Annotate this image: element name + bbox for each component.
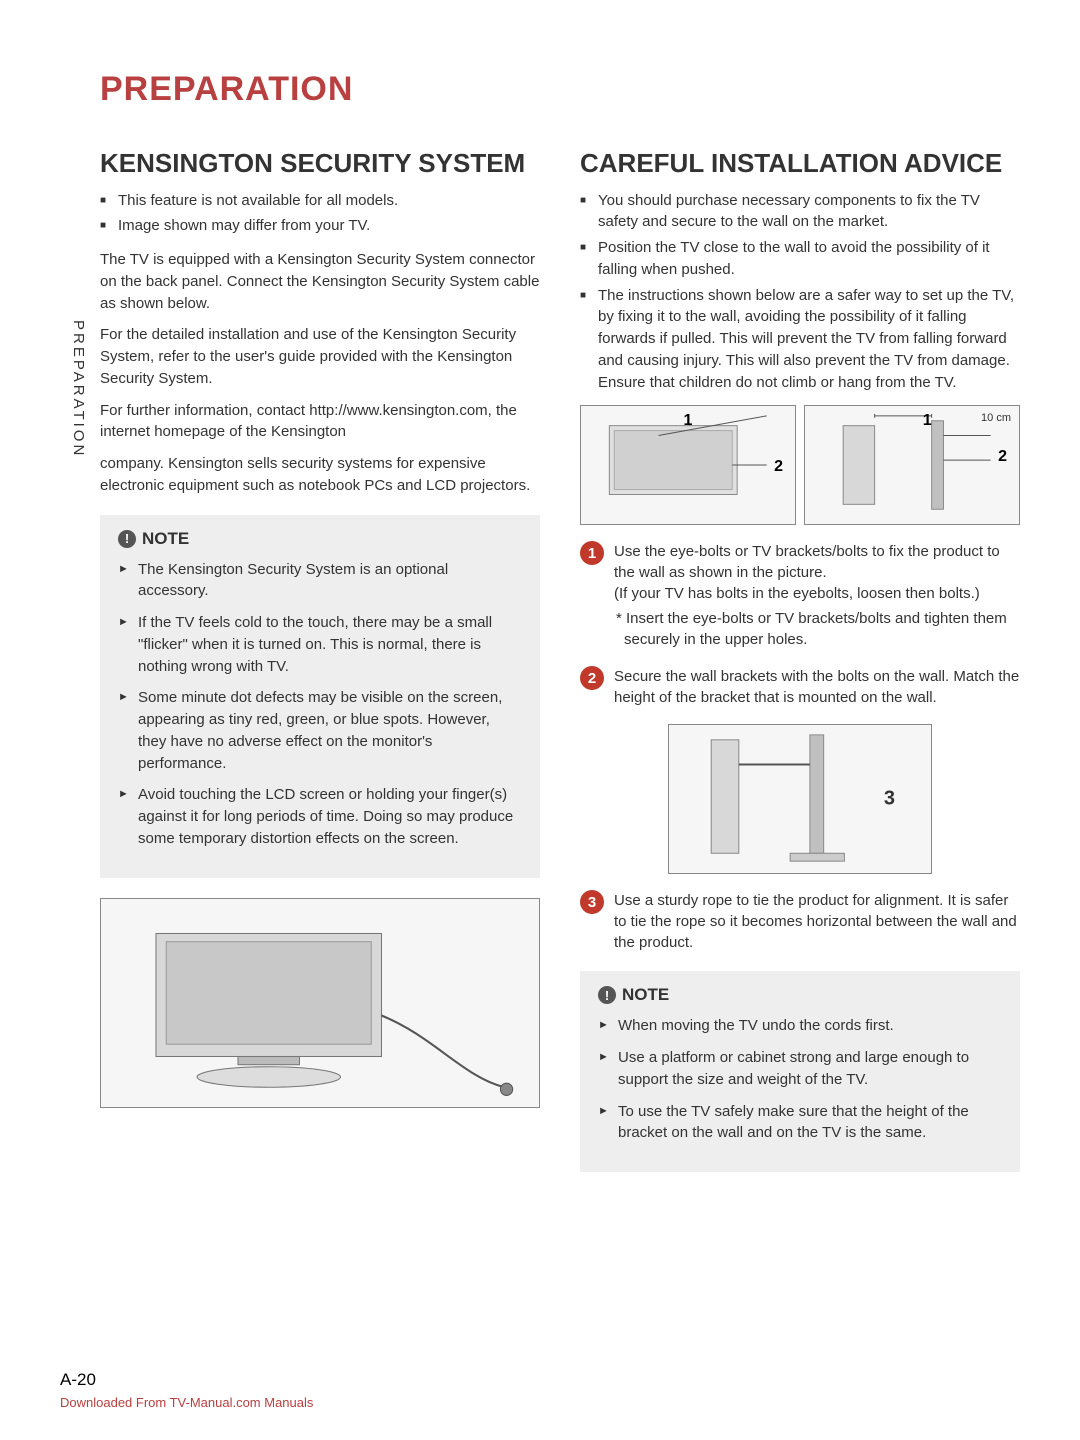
figure-side-tied: 3 bbox=[668, 724, 932, 874]
note-item: Some minute dot defects may be visible o… bbox=[118, 687, 522, 774]
footer-source: Downloaded From TV-Manual.com Manuals bbox=[60, 1395, 313, 1410]
step-1: 1 Use the eye-bolts or TV brackets/bolts… bbox=[580, 541, 1020, 650]
panel-rear-view: 1 2 bbox=[580, 405, 796, 525]
page-number: A-20 bbox=[60, 1370, 96, 1390]
note-box-right: ! NOTE When moving the TV undo the cords… bbox=[580, 971, 1020, 1172]
step-subnote: * Insert the eye-bolts or TV brackets/bo… bbox=[614, 608, 1020, 650]
callout-1: 1 bbox=[923, 412, 932, 430]
section-heading-install: CAREFUL INSTALLATION ADVICE bbox=[580, 149, 1020, 178]
note-item: Avoid touching the LCD screen or holding… bbox=[118, 784, 522, 849]
install-bullets: You should purchase necessary components… bbox=[580, 190, 1020, 394]
body-paragraph: company. Kensington sells security syste… bbox=[100, 453, 540, 497]
note-heading-text: NOTE bbox=[622, 985, 669, 1005]
body-paragraph: For further information, contact http://… bbox=[100, 400, 540, 444]
bullet-item: You should purchase necessary components… bbox=[580, 190, 1020, 234]
warning-icon: ! bbox=[118, 530, 136, 548]
bullet-item: Image shown may differ from your TV. bbox=[100, 215, 540, 237]
panel-side-view: 1 2 10 cm bbox=[804, 405, 1020, 525]
left-column: KENSINGTON SECURITY SYSTEM This feature … bbox=[100, 149, 540, 1172]
bullet-item: Position the TV close to the wall to avo… bbox=[580, 237, 1020, 281]
step-text: Use the eye-bolts or TV brackets/bolts t… bbox=[614, 541, 1020, 650]
note-list-left: The Kensington Security System is an opt… bbox=[118, 559, 522, 850]
step-line: (If your TV has bolts in the eyebolts, l… bbox=[614, 585, 980, 602]
warning-icon: ! bbox=[598, 986, 616, 1004]
note-heading-text: NOTE bbox=[142, 529, 189, 549]
callout-2: 2 bbox=[774, 458, 783, 476]
bullet-item: The instructions shown below are a safer… bbox=[580, 285, 1020, 394]
two-column-layout: KENSINGTON SECURITY SYSTEM This feature … bbox=[100, 149, 1020, 1172]
step-badge-3: 3 bbox=[580, 890, 604, 914]
note-item: If the TV feels cold to the touch, there… bbox=[118, 612, 522, 677]
note-heading: ! NOTE bbox=[598, 985, 1002, 1005]
kensington-bullets: This feature is not available for all mo… bbox=[100, 190, 540, 238]
note-item: When moving the TV undo the cords first. bbox=[598, 1015, 1002, 1037]
callout-1: 1 bbox=[684, 412, 693, 430]
figure-tv-with-cable bbox=[100, 898, 540, 1108]
step-text: Use a sturdy rope to tie the product for… bbox=[614, 890, 1020, 953]
note-item: Use a platform or cabinet strong and lar… bbox=[598, 1047, 1002, 1091]
step-2: 2 Secure the wall brackets with the bolt… bbox=[580, 666, 1020, 708]
section-heading-kensington: KENSINGTON SECURITY SYSTEM bbox=[100, 149, 540, 178]
right-column: CAREFUL INSTALLATION ADVICE You should p… bbox=[580, 149, 1020, 1172]
bullet-item: This feature is not available for all mo… bbox=[100, 190, 540, 212]
step-text: Secure the wall brackets with the bolts … bbox=[614, 666, 1020, 708]
figure-two-panel: 1 2 1 2 10 cm bbox=[580, 405, 1020, 525]
note-item: To use the TV safely make sure that the … bbox=[598, 1101, 1002, 1145]
body-paragraph: The TV is equipped with a Kensington Sec… bbox=[100, 249, 540, 314]
step-line: Use the eye-bolts or TV brackets/bolts t… bbox=[614, 543, 1000, 581]
tv-cable-illustration bbox=[115, 913, 525, 1108]
note-item: The Kensington Security System is an opt… bbox=[118, 559, 522, 603]
note-list-right: When moving the TV undo the cords first.… bbox=[598, 1015, 1002, 1144]
note-heading: ! NOTE bbox=[118, 529, 522, 549]
callout-3: 3 bbox=[884, 788, 895, 811]
distance-label: 10 cm bbox=[981, 412, 1011, 424]
note-box-left: ! NOTE The Kensington Security System is… bbox=[100, 515, 540, 878]
step-3: 3 Use a sturdy rope to tie the product f… bbox=[580, 890, 1020, 953]
body-paragraph: For the detailed installation and use of… bbox=[100, 324, 540, 389]
callout-2: 2 bbox=[998, 448, 1007, 466]
step-badge-2: 2 bbox=[580, 666, 604, 690]
page-body: PREPARATION KENSINGTON SECURITY SYSTEM T… bbox=[0, 0, 1080, 1212]
step-badge-1: 1 bbox=[580, 541, 604, 565]
sidebar-section-label: PREPARATION bbox=[70, 320, 87, 458]
page-title: PREPARATION bbox=[100, 70, 1020, 109]
